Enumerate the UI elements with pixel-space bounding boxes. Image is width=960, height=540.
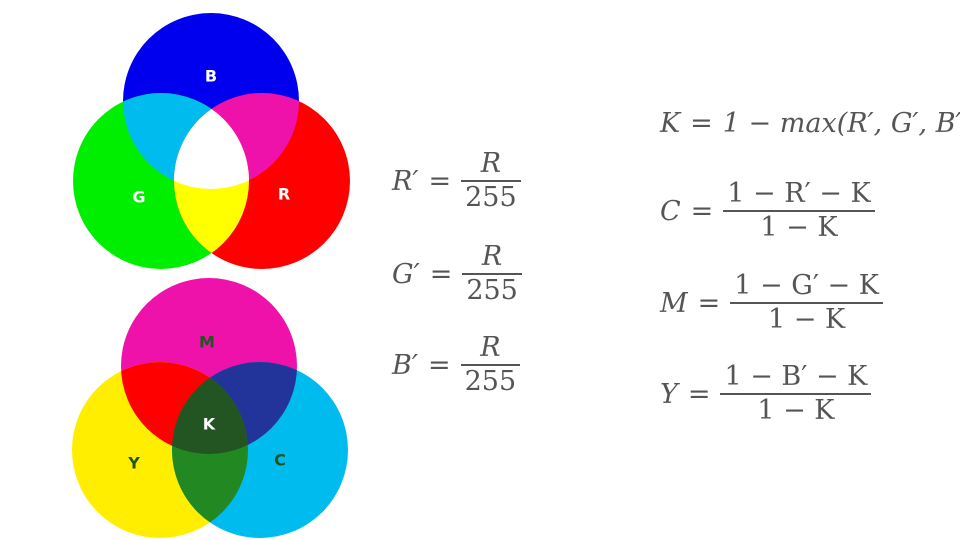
fraction: R 255	[461, 150, 521, 212]
eq-lhs: Y	[660, 379, 678, 410]
eq-equals: =	[430, 259, 453, 290]
rgb-venn: B G R	[73, 13, 350, 269]
label-b: B	[205, 67, 217, 86]
fraction: 1 − G′ − K 1 − K	[730, 272, 883, 334]
eq-equals: =	[428, 350, 451, 381]
fraction: 1 − B′ − K 1 − K	[720, 363, 871, 425]
label-g: G	[132, 188, 145, 207]
numerator: R	[478, 243, 506, 273]
eq-equals: =	[698, 288, 721, 319]
fraction: R 255	[462, 243, 522, 305]
equation-g-prime: G′ = R 255	[392, 243, 522, 305]
eq-equals: =	[691, 196, 714, 227]
fraction: 1 − R′ − K 1 − K	[723, 180, 874, 242]
denominator: 1 − K	[753, 395, 838, 425]
denominator: 255	[462, 275, 522, 305]
equation-b-prime: B′ = R 255	[392, 334, 520, 396]
eq-equals: =	[428, 166, 451, 197]
label-r: R	[278, 185, 290, 204]
label-m: M	[199, 333, 215, 352]
eq-lhs: C	[660, 196, 681, 227]
numerator: R	[476, 334, 504, 364]
eq-lhs: B′	[392, 350, 418, 381]
label-c: C	[274, 451, 286, 470]
denominator: 255	[461, 366, 521, 396]
label-k: K	[203, 415, 216, 434]
eq-rhs: 1 − max(R′, G′, B′)	[723, 108, 960, 139]
label-y: Y	[127, 454, 140, 473]
equation-k: K = 1 − max(R′, G′, B′)	[660, 108, 960, 139]
fraction: R 255	[461, 334, 521, 396]
numerator: 1 − R′ − K	[723, 180, 874, 210]
eq-equals: =	[688, 379, 711, 410]
color-venn-diagrams: B G R M K Y C	[0, 0, 380, 540]
eq-lhs: G′	[392, 259, 420, 290]
numerator: R	[477, 150, 505, 180]
eq-equals: =	[690, 108, 713, 139]
eq-lhs: M	[660, 288, 688, 319]
eq-lhs: K	[660, 108, 680, 139]
equation-r-prime: R′ = R 255	[392, 150, 521, 212]
numerator: 1 − G′ − K	[730, 272, 883, 302]
equation-y: Y = 1 − B′ − K 1 − K	[660, 363, 871, 425]
denominator: 1 − K	[764, 304, 849, 334]
cmyk-venn: M K Y C	[72, 278, 348, 538]
eq-lhs: R′	[392, 166, 418, 197]
numerator: 1 − B′ − K	[720, 363, 871, 393]
equation-c: C = 1 − R′ − K 1 − K	[660, 180, 875, 242]
denominator: 1 − K	[756, 212, 841, 242]
equation-m: M = 1 − G′ − K 1 − K	[660, 272, 883, 334]
denominator: 255	[461, 182, 521, 212]
